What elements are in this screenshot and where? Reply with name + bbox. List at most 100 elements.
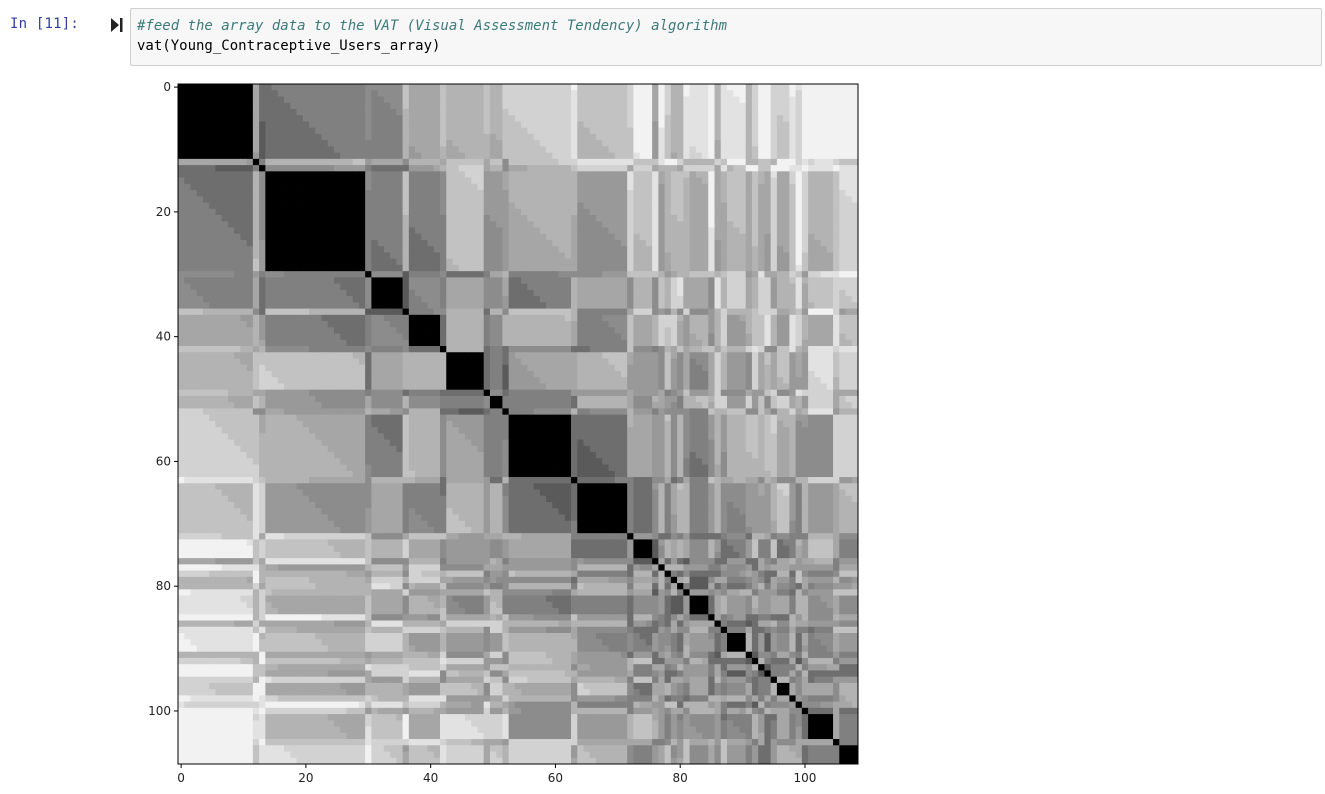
heatmap-cell — [658, 264, 666, 272]
heatmap-cell — [346, 102, 354, 110]
heatmap-cell — [751, 264, 759, 272]
heatmap-cell — [284, 333, 291, 341]
heatmap-cell — [845, 127, 853, 135]
heatmap-cell — [614, 352, 622, 359]
heatmap-cell — [446, 277, 453, 285]
heatmap-cell — [427, 264, 435, 272]
heatmap-cell — [670, 140, 678, 147]
heatmap-cell — [689, 289, 697, 297]
heatmap-cell — [733, 283, 740, 291]
heatmap-cell — [464, 339, 472, 347]
heatmap-cell — [558, 246, 566, 253]
heatmap-cell — [290, 321, 297, 328]
heatmap-cell — [764, 208, 772, 216]
heatmap-cell — [383, 102, 391, 110]
heatmap-cell — [202, 364, 210, 372]
heatmap-cell — [776, 190, 784, 197]
heatmap-cell — [758, 346, 765, 353]
heatmap-cell — [471, 302, 478, 309]
heatmap-cell — [645, 283, 653, 291]
heatmap-cell — [564, 339, 572, 347]
heatmap-cell — [352, 84, 360, 91]
heatmap-cell — [302, 346, 310, 353]
heatmap-cell — [284, 327, 291, 334]
heatmap-cell — [851, 321, 859, 328]
heatmap-cell — [352, 202, 360, 210]
heatmap-cell — [720, 140, 728, 147]
heatmap-cell — [695, 339, 703, 347]
heatmap-cell — [695, 264, 703, 272]
heatmap-cell — [371, 346, 379, 353]
heatmap-cell — [652, 233, 659, 241]
heatmap-cell — [845, 346, 853, 353]
heatmap-cell — [527, 171, 534, 178]
heatmap-cell — [464, 296, 472, 303]
heatmap-cell — [433, 264, 441, 272]
heatmap-cell — [327, 252, 335, 260]
heatmap-cell — [695, 246, 703, 253]
heatmap-cell — [783, 121, 790, 129]
heatmap-cell — [402, 146, 410, 154]
heatmap-cell — [833, 202, 840, 210]
heatmap-cell — [252, 158, 260, 166]
heatmap-cell — [452, 264, 460, 272]
heatmap-cell — [290, 208, 297, 216]
heatmap-cell — [252, 90, 260, 97]
heatmap-cell — [639, 302, 647, 309]
heatmap-cell — [458, 252, 466, 260]
heatmap-cell — [546, 108, 553, 116]
code-cell[interactable]: In [11]: #feed the array data to the VAT… — [0, 0, 1325, 70]
heatmap-cell — [489, 121, 497, 129]
heatmap-cell — [658, 196, 666, 203]
heatmap-cell — [508, 158, 516, 166]
heatmap-cell — [358, 258, 366, 266]
heatmap-cell — [227, 252, 235, 260]
heatmap-cell — [564, 221, 572, 228]
heatmap-cell — [733, 202, 740, 210]
code-editor[interactable]: #feed the array data to the VAT (Visual … — [130, 8, 1322, 66]
heatmap-cell — [265, 165, 272, 172]
heatmap-cell — [708, 283, 715, 291]
heatmap-cell — [252, 339, 260, 347]
run-cell-icon[interactable] — [111, 18, 123, 32]
heatmap-cell — [683, 314, 690, 322]
heatmap-cell — [558, 264, 566, 272]
heatmap-cell — [452, 302, 460, 309]
heatmap-cell — [421, 146, 428, 154]
heatmap-cell — [221, 271, 229, 278]
heatmap-cell — [402, 308, 410, 316]
heatmap-cell — [346, 221, 354, 228]
heatmap-cell — [302, 165, 310, 172]
heatmap-cell — [383, 308, 391, 316]
heatmap-cell — [259, 358, 266, 366]
heatmap-cell — [340, 327, 347, 334]
heatmap-cell — [639, 108, 647, 116]
heatmap-cell — [209, 221, 216, 228]
heatmap-cell — [209, 308, 216, 316]
heatmap-cell — [508, 283, 516, 291]
heatmap-cell — [202, 239, 210, 247]
heatmap-cell — [252, 308, 260, 316]
heatmap-cell — [633, 233, 641, 241]
heatmap-cell — [458, 321, 466, 328]
heatmap-cell — [458, 221, 466, 228]
heatmap-cell — [215, 358, 223, 366]
heatmap-cell — [558, 202, 566, 210]
heatmap-cell — [284, 215, 291, 222]
heatmap-cell — [227, 346, 235, 353]
heatmap-cell — [365, 339, 372, 347]
heatmap-cell — [408, 277, 416, 285]
heatmap-cell — [489, 246, 497, 253]
heatmap-cell — [558, 314, 566, 322]
heatmap-cell — [564, 358, 572, 366]
heatmap-cell — [259, 352, 266, 359]
heatmap-cell — [178, 202, 185, 210]
heatmap-cell — [190, 140, 198, 147]
heatmap-cell — [227, 146, 235, 154]
heatmap-cell — [577, 264, 584, 272]
heatmap-cell — [246, 314, 254, 322]
heatmap-cell — [814, 227, 821, 235]
heatmap-cell — [689, 277, 697, 285]
heatmap-cell — [514, 84, 522, 91]
heatmap-cell — [564, 246, 572, 253]
